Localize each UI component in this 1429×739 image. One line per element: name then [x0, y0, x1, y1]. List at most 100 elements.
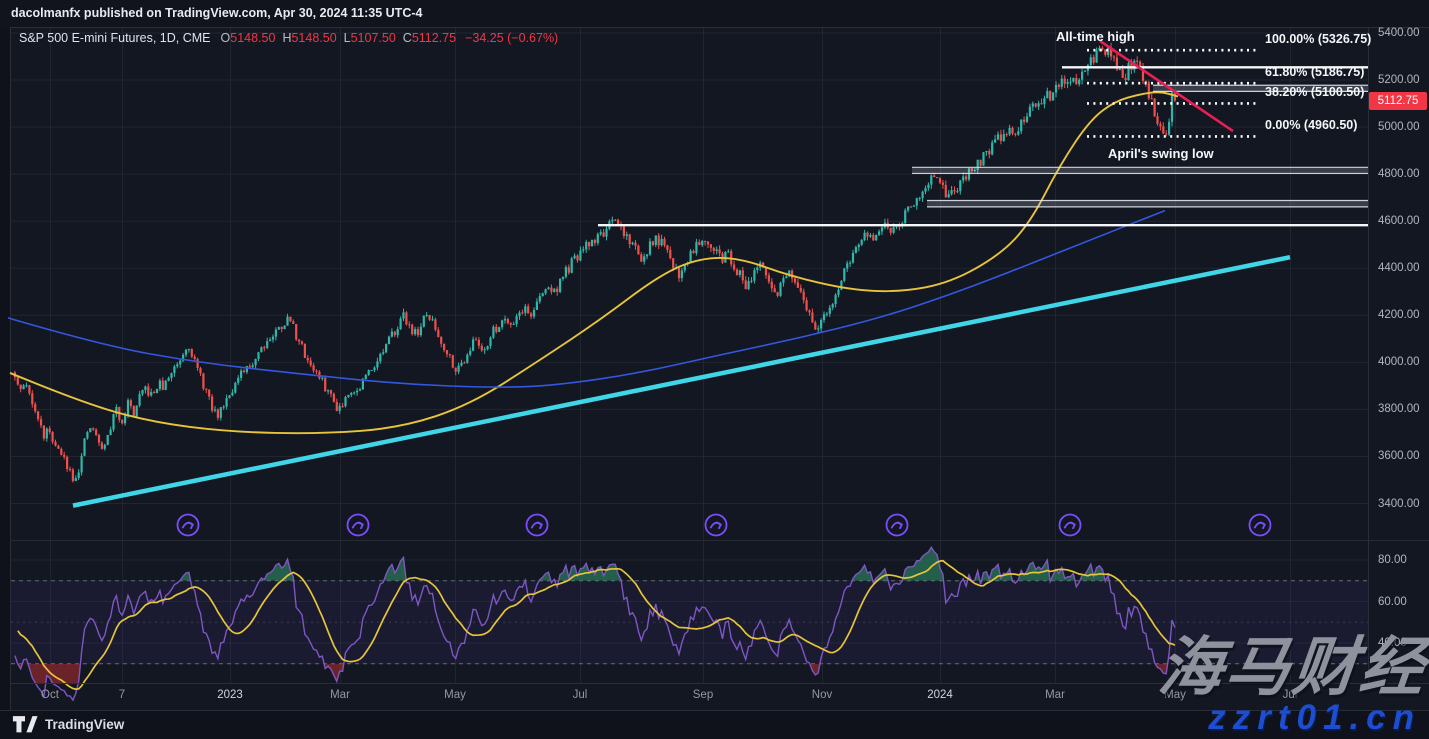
candle-body	[985, 150, 988, 153]
rollover-circle	[885, 513, 909, 537]
candle-body	[547, 287, 550, 290]
candle-body	[1066, 82, 1069, 84]
candle-body	[999, 134, 1002, 141]
supply-zone-5160[interactable]	[1153, 84, 1368, 92]
candle-body	[414, 329, 417, 335]
candle-body	[875, 234, 878, 241]
candle-body	[605, 228, 608, 237]
candle-body	[1115, 57, 1118, 70]
candle-body	[576, 255, 579, 261]
candle-body	[596, 234, 599, 243]
candle-body	[318, 371, 321, 379]
candle-body	[248, 366, 251, 368]
candle-body	[762, 262, 765, 268]
candle-body	[1017, 131, 1020, 135]
candle-body	[483, 349, 486, 351]
candle-body	[1046, 90, 1049, 99]
candle-body	[387, 336, 391, 345]
fib-level-label: 61.80% (5186.75)	[1265, 65, 1365, 80]
candle-body	[878, 231, 881, 235]
candle-body	[219, 407, 222, 418]
candle-body	[538, 296, 541, 302]
rising-support-cyan[interactable]	[72, 254, 1291, 508]
candle-body	[532, 309, 536, 317]
candle-body	[42, 425, 45, 439]
candle-body	[124, 415, 127, 424]
candle-body	[376, 361, 379, 368]
candle-body	[550, 287, 553, 292]
candle-body	[617, 219, 620, 224]
support-zone-4815[interactable]	[912, 166, 1368, 175]
candle-body	[341, 406, 344, 408]
candle-body	[164, 380, 167, 390]
tradingview-brand-label: TradingView	[45, 716, 125, 732]
candle-body	[524, 306, 527, 313]
candle-body	[872, 234, 875, 241]
candle-body	[1023, 119, 1026, 122]
candle-body	[1028, 106, 1031, 117]
contract-rollover-icon[interactable]	[885, 513, 909, 537]
candle-body	[767, 275, 770, 282]
contract-rollover-icon[interactable]	[1248, 513, 1272, 537]
candle-body	[1002, 134, 1005, 141]
candle-body	[994, 139, 997, 143]
candle-body	[170, 373, 173, 378]
candle-body	[1031, 103, 1034, 107]
falling-resistance-pink[interactable]	[1099, 39, 1234, 133]
contract-rollover-icon[interactable]	[1058, 513, 1082, 537]
candle-body	[628, 234, 631, 245]
fib-retracement[interactable]	[1087, 48, 1257, 138]
candle-body	[83, 438, 86, 456]
price-axis-label: 3600.00	[1378, 450, 1420, 463]
candle-body	[556, 288, 559, 292]
candle-body	[631, 242, 634, 245]
contract-rollover-icon[interactable]	[176, 513, 200, 537]
candle-body	[100, 442, 103, 449]
candle-body	[68, 469, 72, 471]
candle-body	[280, 327, 283, 330]
candle-body	[367, 370, 370, 375]
candle-body	[344, 397, 347, 407]
candle-body	[1121, 69, 1124, 78]
contract-rollover-icon[interactable]	[346, 513, 370, 537]
attribution-bar[interactable]: TradingView	[12, 714, 124, 734]
candle-body	[857, 244, 860, 248]
candle-body	[799, 287, 802, 292]
candle-body	[463, 362, 466, 364]
symbol-title[interactable]: S&P 500 E-mini Futures, 1D, CME	[19, 31, 211, 45]
candle-body	[796, 282, 799, 288]
candle-body	[115, 406, 118, 415]
candle-body	[1078, 79, 1081, 85]
candle-body	[205, 388, 208, 390]
candle-body	[959, 180, 962, 192]
symbol-legend[interactable]: S&P 500 E-mini Futures, 1D, CME O5148.50 H…	[19, 31, 558, 45]
candle-body	[1014, 133, 1017, 135]
candle-body	[646, 254, 649, 257]
candle-body	[361, 378, 364, 390]
candle-body	[39, 419, 43, 426]
candle-body	[411, 324, 414, 335]
candle-body	[793, 278, 797, 283]
candle-body	[822, 314, 826, 321]
candle-body	[121, 419, 124, 424]
candle-body	[648, 241, 652, 255]
candle-body	[419, 326, 422, 336]
candle-body	[196, 358, 199, 369]
contract-rollover-icon[interactable]	[704, 513, 728, 537]
candle-body	[216, 409, 219, 418]
candle-body	[92, 428, 95, 430]
ohlc-l: L5107.50	[343, 31, 396, 45]
candle-body	[1170, 92, 1174, 122]
candle-body	[651, 241, 654, 245]
candle-body	[1025, 116, 1029, 122]
support-zone-4675[interactable]	[927, 199, 1368, 208]
candle-body	[300, 341, 304, 344]
candle-body	[1165, 133, 1168, 135]
candle-body	[918, 198, 921, 200]
candle-body	[947, 194, 950, 198]
candle-body	[234, 382, 237, 393]
contract-rollover-icon[interactable]	[525, 513, 549, 537]
candle-body	[715, 249, 718, 251]
candle-body	[57, 445, 60, 449]
